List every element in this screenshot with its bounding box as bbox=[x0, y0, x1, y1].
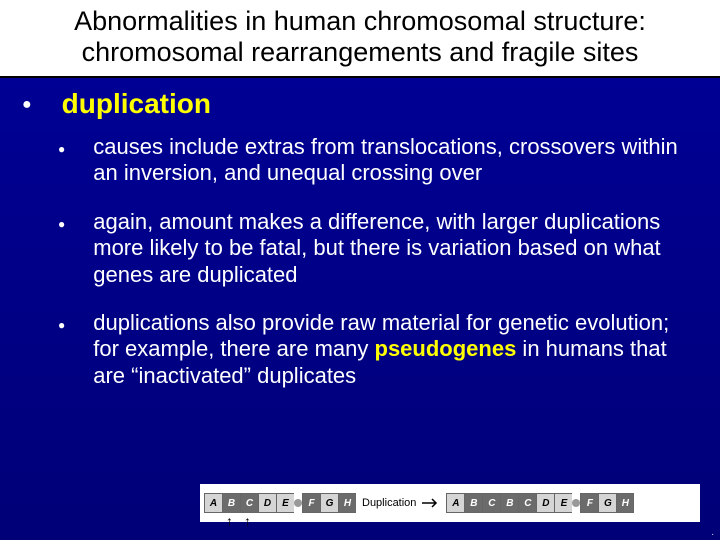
chromosome-original: ABCDEFGH↑↑ bbox=[204, 493, 356, 513]
slide-title: Abnormalities in human chromosomal struc… bbox=[0, 0, 720, 78]
arrow-up-icon: ↑ bbox=[244, 513, 251, 529]
bullet-dot-icon: ● bbox=[58, 217, 65, 231]
chromosome-segment: D bbox=[536, 493, 554, 513]
sub-bullet-3: ● duplications also provide raw material… bbox=[58, 310, 700, 389]
chromosome-segment: B bbox=[464, 493, 482, 513]
chromosome-segment: E bbox=[554, 493, 572, 513]
centromere-icon bbox=[294, 493, 302, 513]
chromosome-segment: G bbox=[320, 493, 338, 513]
arrow-right-icon bbox=[422, 497, 442, 509]
sub-bullet-text: again, amount makes a difference, with l… bbox=[93, 209, 700, 288]
diagram-label: Duplication bbox=[362, 497, 416, 509]
chromosome-segment: A bbox=[204, 493, 222, 513]
corner-mark-icon: . bbox=[711, 527, 714, 538]
chromosome-duplicated: ABCBCDEFGH bbox=[446, 493, 634, 513]
sub-bullet-text: causes include extras from translocation… bbox=[93, 134, 700, 187]
bullet-dot-icon: ● bbox=[58, 142, 65, 156]
chromosome-segment: B bbox=[500, 493, 518, 513]
chromosome-segment: G bbox=[598, 493, 616, 513]
title-line1: Abnormalities in human chromosomal struc… bbox=[74, 6, 646, 36]
bullet-dot-icon: ● bbox=[22, 96, 32, 114]
chromosome-segment: F bbox=[580, 493, 598, 513]
chromosome-segment: H bbox=[338, 493, 356, 513]
sub-bullet-2: ● again, amount makes a difference, with… bbox=[58, 209, 700, 288]
duplication-diagram: ABCDEFGH↑↑ Duplication ABCBCDEFGH bbox=[200, 484, 700, 522]
chromosome-segment: C bbox=[240, 493, 258, 513]
arrow-up-icon: ↑ bbox=[226, 513, 233, 529]
chromosome-segment: D bbox=[258, 493, 276, 513]
slide-content: ● duplication ● causes include extras fr… bbox=[0, 78, 720, 389]
main-bullet-label: duplication bbox=[62, 88, 211, 120]
centromere-icon bbox=[572, 493, 580, 513]
main-bullet: ● duplication bbox=[20, 88, 700, 120]
chromosome-segment: B bbox=[222, 493, 240, 513]
chromosome-segment: E bbox=[276, 493, 294, 513]
chromosome-segment: A bbox=[446, 493, 464, 513]
chromosome-segment: H bbox=[616, 493, 634, 513]
sub-bullet-1: ● causes include extras from translocati… bbox=[58, 134, 700, 187]
sub-bullet-text: duplications also provide raw material f… bbox=[93, 310, 700, 389]
chromosome-segment: C bbox=[482, 493, 500, 513]
chromosome-segment: F bbox=[302, 493, 320, 513]
title-line2: chromosomal rearrangements and fragile s… bbox=[82, 37, 639, 67]
bullet-dot-icon: ● bbox=[58, 318, 65, 332]
chromosome-segment: C bbox=[518, 493, 536, 513]
sub-bullet-highlight: pseudogenes bbox=[375, 336, 517, 361]
